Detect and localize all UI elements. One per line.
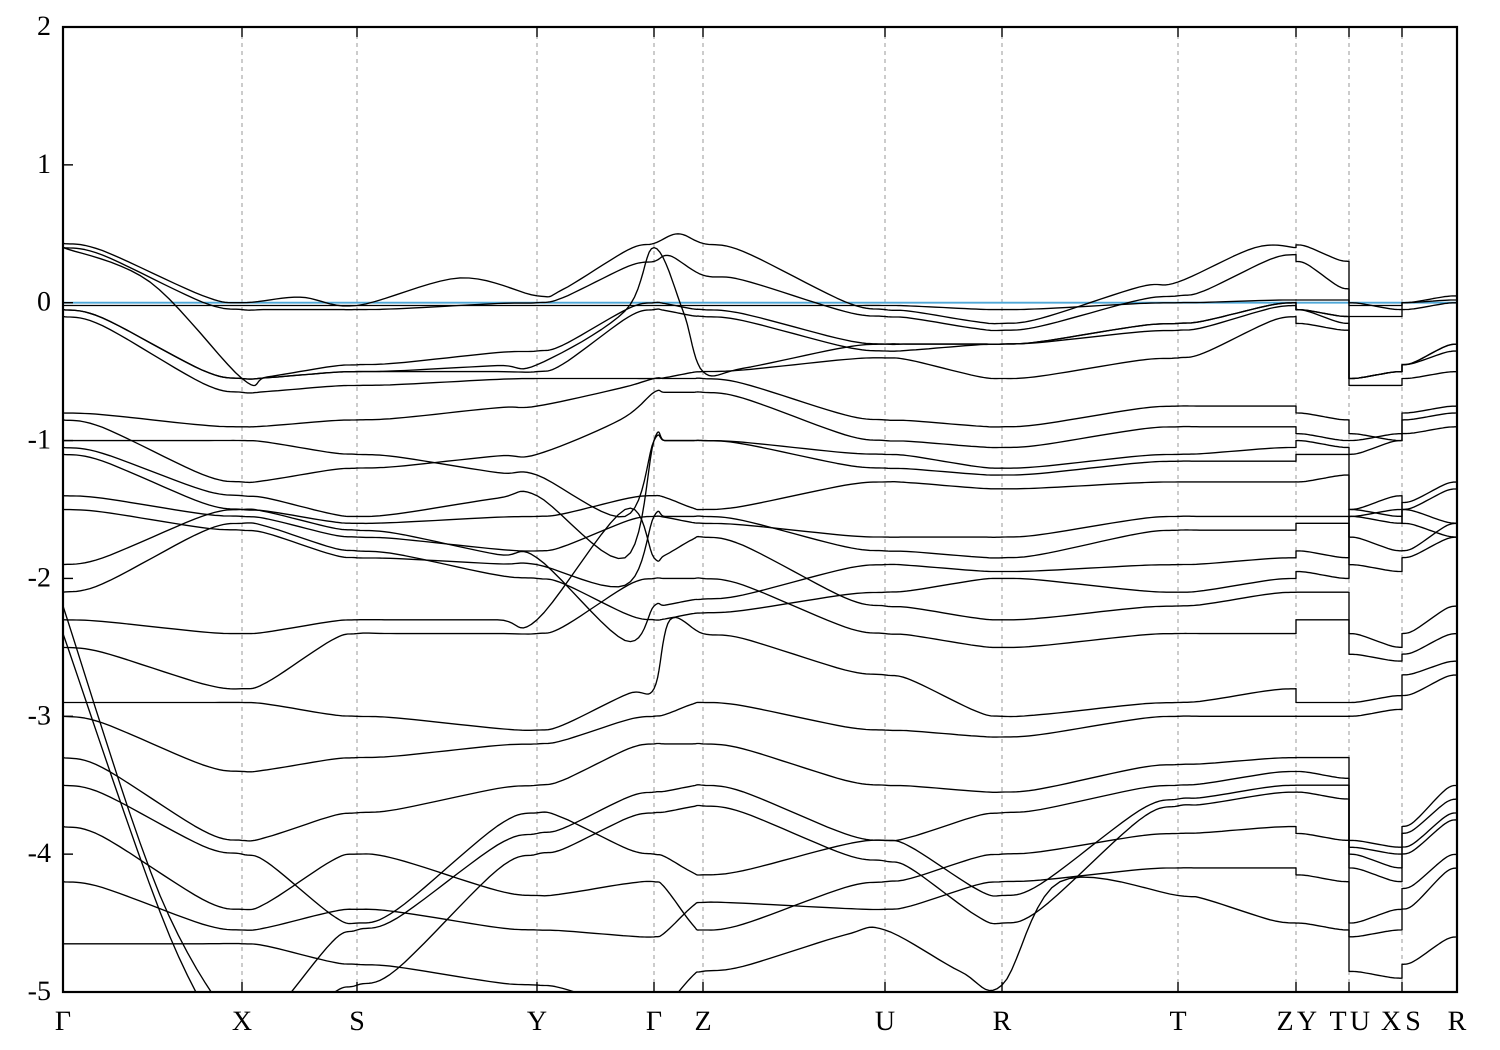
svg-text:-2: -2 [28,562,51,593]
svg-text:T: T [1169,1006,1186,1037]
svg-text:R: R [993,1006,1012,1037]
svg-text:-1: -1 [28,425,51,456]
svg-text:0: 0 [37,287,51,318]
svg-text:-5: -5 [28,976,51,1007]
svg-text:Z: Z [694,1006,711,1037]
svg-text:T: T [1329,1006,1346,1037]
svg-text:S: S [349,1006,365,1037]
svg-text:Y: Y [527,1006,547,1037]
svg-text:Y: Y [1297,1006,1317,1037]
svg-text:-3: -3 [28,700,51,731]
svg-text:2: 2 [37,11,51,42]
svg-text:1: 1 [37,149,51,180]
svg-text:R: R [1448,1006,1467,1037]
svg-text:X: X [232,1006,252,1037]
svg-text:X: X [1381,1006,1401,1037]
svg-text:S: S [1405,1006,1421,1037]
svg-text:Γ: Γ [55,1006,71,1037]
svg-text:U: U [875,1006,895,1037]
svg-text:Z: Z [1276,1006,1293,1037]
svg-text:Γ: Γ [646,1006,662,1037]
svg-text:U: U [1350,1006,1370,1037]
svg-text:-4: -4 [28,838,51,869]
